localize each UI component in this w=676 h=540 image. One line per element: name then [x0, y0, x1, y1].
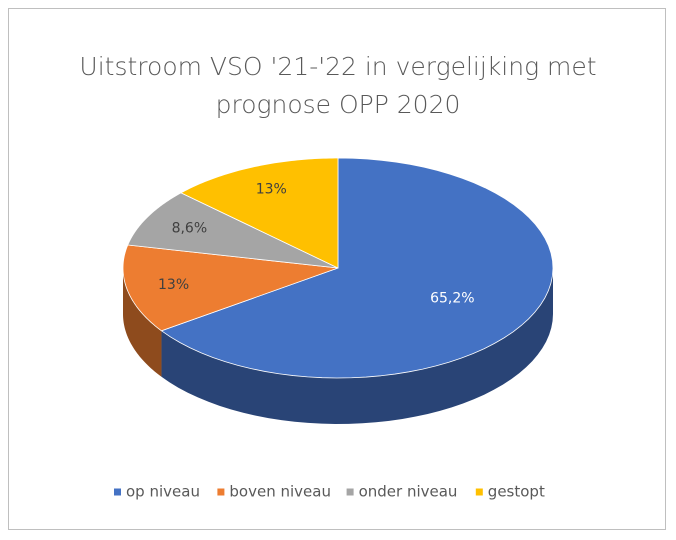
slice — [180, 157, 339, 269]
legend-swatch — [346, 488, 354, 496]
legend-label: onder niveau — [359, 483, 458, 501]
slice — [160, 157, 554, 379]
legend-label: boven niveau — [229, 483, 331, 501]
data-label: 8,6% — [172, 220, 208, 236]
data-label: 13% — [158, 277, 189, 293]
chart-title: Uitstroom VSO '21-'22 in vergelijking me… — [79, 52, 597, 119]
legend-label: gestopt — [488, 483, 545, 501]
slice — [122, 244, 339, 332]
slice — [127, 192, 339, 269]
legend-swatch — [475, 488, 483, 496]
slice-side — [161, 268, 554, 424]
legend-label: op niveau — [126, 483, 200, 501]
chart-frame — [8, 8, 666, 530]
data-label: 13% — [256, 181, 287, 197]
data-label: 65,2% — [430, 291, 474, 307]
legend-swatch — [114, 488, 121, 496]
legend-swatch — [217, 488, 225, 496]
slice-side — [123, 268, 162, 377]
